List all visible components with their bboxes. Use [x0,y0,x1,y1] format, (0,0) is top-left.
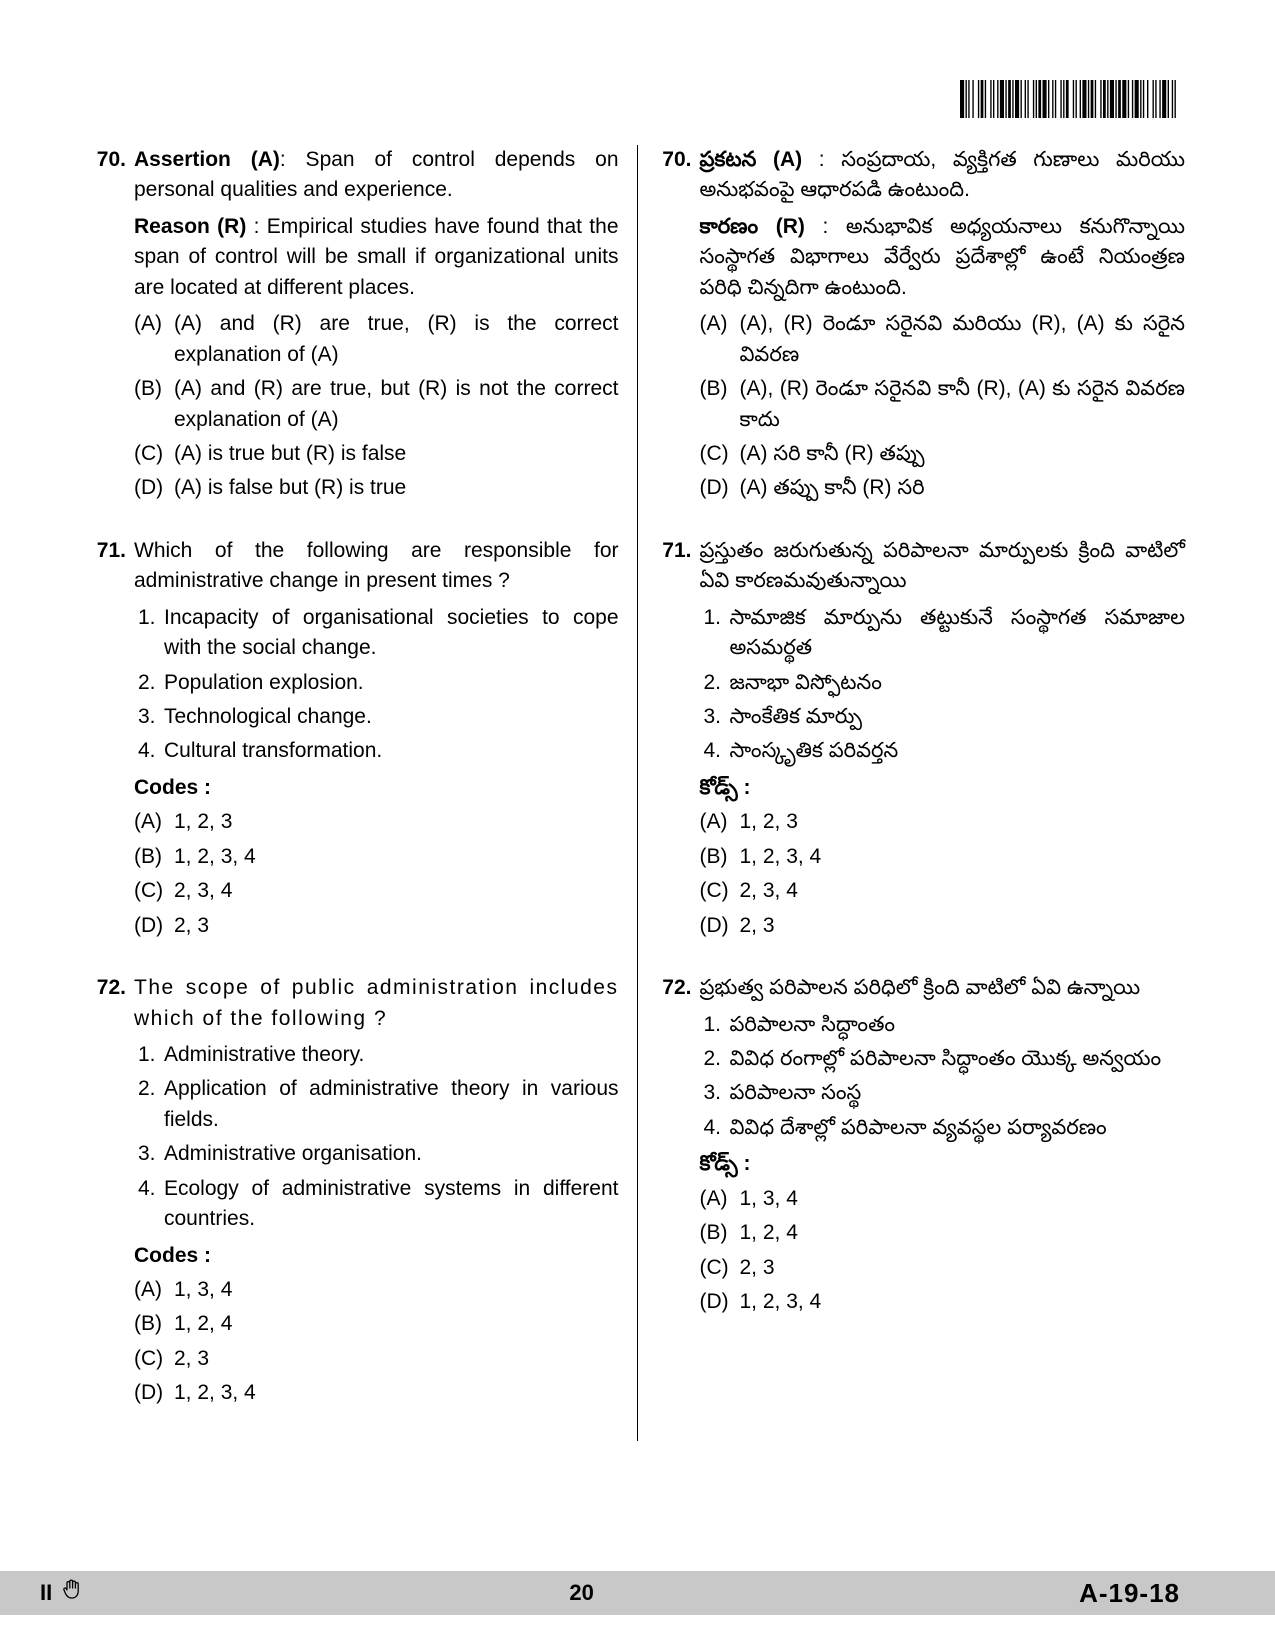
option-b: (B)1, 2, 3, 4 [134,842,619,872]
list-item: 3.Administrative organisation. [134,1139,619,1169]
option-c: (C)2, 3, 4 [134,876,619,906]
question-70-te: 70. ప్రకటన (A) : సంప్రదాయ, వ్యక్తిగత గుణ… [656,145,1186,508]
options: (A)1, 3, 4 (B)1, 2, 4 (C)2, 3 (D)1, 2, 3… [700,1184,1186,1318]
option-b: (B)(A) and (R) are true, but (R) is not … [134,374,619,435]
list-item: 3.సాంకేతిక మార్పు [700,702,1186,732]
list-item: 3.Technological change. [134,702,619,732]
footer-bar: II 20 A-19-18 [0,1571,1275,1615]
items: 1.పరిపాలనా సిద్ధాంతం 2.వివిధ రంగాల్లో పర… [700,1010,1186,1144]
two-columns: 70. Assertion (A): Span of control depen… [90,145,1185,1441]
codes-label: కోడ్స్ : [700,773,1186,803]
q-num: 70. [90,145,134,508]
codes-label: Codes : [134,773,619,803]
codes-label: Codes : [134,1241,619,1271]
option-a: (A)(A), (R) రెండూ సరైనవి మరియు (R), (A) … [700,309,1186,370]
list-item: 4.వివిధ దేశాల్లో పరిపాలనా వ్యవస్థల పర్యా… [700,1113,1186,1143]
option-d: (D)2, 3 [134,911,619,941]
list-item: 2.Application of administrative theory i… [134,1074,619,1135]
options: (A)1, 2, 3 (B)1, 2, 3, 4 (C)2, 3, 4 (D)2… [134,807,619,941]
list-item: 2.జనాభా విస్ఫోటనం [700,668,1186,698]
list-item: 2.Population explosion. [134,668,619,698]
option-a: (A)1, 3, 4 [700,1184,1186,1214]
list-item: 3.పరిపాలనా సంస్థ [700,1078,1186,1108]
list-item: 1.పరిపాలనా సిద్ధాంతం [700,1010,1186,1040]
q-num: 71. [90,536,134,945]
option-a: (A)1, 2, 3 [700,807,1186,837]
option-c: (C)2, 3, 4 [700,876,1186,906]
option-c: (C)(A) is true but (R) is false [134,439,619,469]
list-item: 4.సాంస్కృతిక పరివర్తన [700,736,1186,766]
list-item: 1.Incapacity of organisational societies… [134,603,619,664]
option-b: (B)1, 2, 4 [134,1309,619,1339]
options: (A)1, 2, 3 (B)1, 2, 3, 4 (C)2, 3, 4 (D)2… [700,807,1186,941]
stem: ప్రస్తుతం జరుగుతున్న పరిపాలనా మార్పులకు … [700,536,1186,597]
stem: ప్రభుత్వ పరిపాలన పరిధిలో క్రింది వాటిలో … [700,973,1186,1003]
items: 1.సామాజిక మార్పును తట్టుకునే సంస్థాగత సమ… [700,603,1186,767]
option-a: (A)1, 2, 3 [134,807,619,837]
page-body: 70. Assertion (A): Span of control depen… [0,0,1275,1560]
list-item: 4.Ecology of administrative systems in d… [134,1174,619,1235]
option-d: (D)(A) is false but (R) is true [134,473,619,503]
items: 1.Administrative theory. 2.Application o… [134,1040,619,1235]
option-c: (C)(A) సరి కానీ (R) తప్పు [700,439,1186,469]
question-71-te: 71. ప్రస్తుతం జరుగుతున్న పరిపాలనా మార్పు… [656,536,1186,945]
footer-left: II [40,1578,84,1608]
option-a: (A)(A) and (R) are true, (R) is the corr… [134,309,619,370]
option-d: (D)1, 2, 3, 4 [134,1378,619,1408]
question-71-en: 71. Which of the following are responsib… [90,536,619,945]
option-b: (B)1, 2, 3, 4 [700,842,1186,872]
q-num: 70. [656,145,700,508]
option-b: (B)1, 2, 4 [700,1218,1186,1248]
reason: Reason (R) : Empirical studies have foun… [134,212,619,303]
options: (A)(A), (R) రెండూ సరైనవి మరియు (R), (A) … [700,309,1186,504]
q-num: 72. [90,973,134,1413]
stem: The scope of public administration inclu… [134,973,619,1034]
page-number: 20 [569,1580,593,1606]
column-english: 70. Assertion (A): Span of control depen… [90,145,638,1441]
barcode [960,80,1180,118]
assertion: ప్రకటన (A) : సంప్రదాయ, వ్యక్తిగత గుణాలు … [700,145,1186,206]
paper-code: A-19-18 [1079,1578,1180,1609]
list-item: 2.వివిధ రంగాల్లో పరిపాలనా సిద్ధాంతం యొక్… [700,1044,1186,1074]
reason: కారణం (R) : అనుభావిక అధ్యయనాలు కనుగొన్నా… [700,212,1186,303]
option-d: (D)2, 3 [700,911,1186,941]
items: 1.Incapacity of organisational societies… [134,603,619,767]
options: (A)(A) and (R) are true, (R) is the corr… [134,309,619,504]
codes-label: కోడ్స్ : [700,1149,1186,1179]
hand-icon [62,1578,84,1608]
q-num: 71. [656,536,700,945]
assertion: Assertion (A): Span of control depends o… [134,145,619,206]
list-item: 4.Cultural transformation. [134,736,619,766]
question-70-en: 70. Assertion (A): Span of control depen… [90,145,619,508]
options: (A)1, 3, 4 (B)1, 2, 4 (C)2, 3 (D)1, 2, 3… [134,1275,619,1409]
q-num: 72. [656,973,700,1321]
column-telugu: 70. ప్రకటన (A) : సంప్రదాయ, వ్యక్తిగత గుణ… [638,145,1186,1441]
option-d: (D)1, 2, 3, 4 [700,1287,1186,1317]
option-c: (C)2, 3 [700,1253,1186,1283]
question-72-te: 72. ప్రభుత్వ పరిపాలన పరిధిలో క్రింది వాట… [656,973,1186,1321]
paper-number: II [40,1580,52,1606]
list-item: 1.Administrative theory. [134,1040,619,1070]
option-a: (A)1, 3, 4 [134,1275,619,1305]
question-72-en: 72. The scope of public administration i… [90,973,619,1413]
list-item: 1.సామాజిక మార్పును తట్టుకునే సంస్థాగత సమ… [700,603,1186,664]
option-d: (D)(A) తప్పు కానీ (R) సరి [700,473,1186,503]
stem: Which of the following are responsible f… [134,536,619,597]
option-b: (B)(A), (R) రెండూ సరైనవి కానీ (R), (A) క… [700,374,1186,435]
option-c: (C)2, 3 [134,1344,619,1374]
